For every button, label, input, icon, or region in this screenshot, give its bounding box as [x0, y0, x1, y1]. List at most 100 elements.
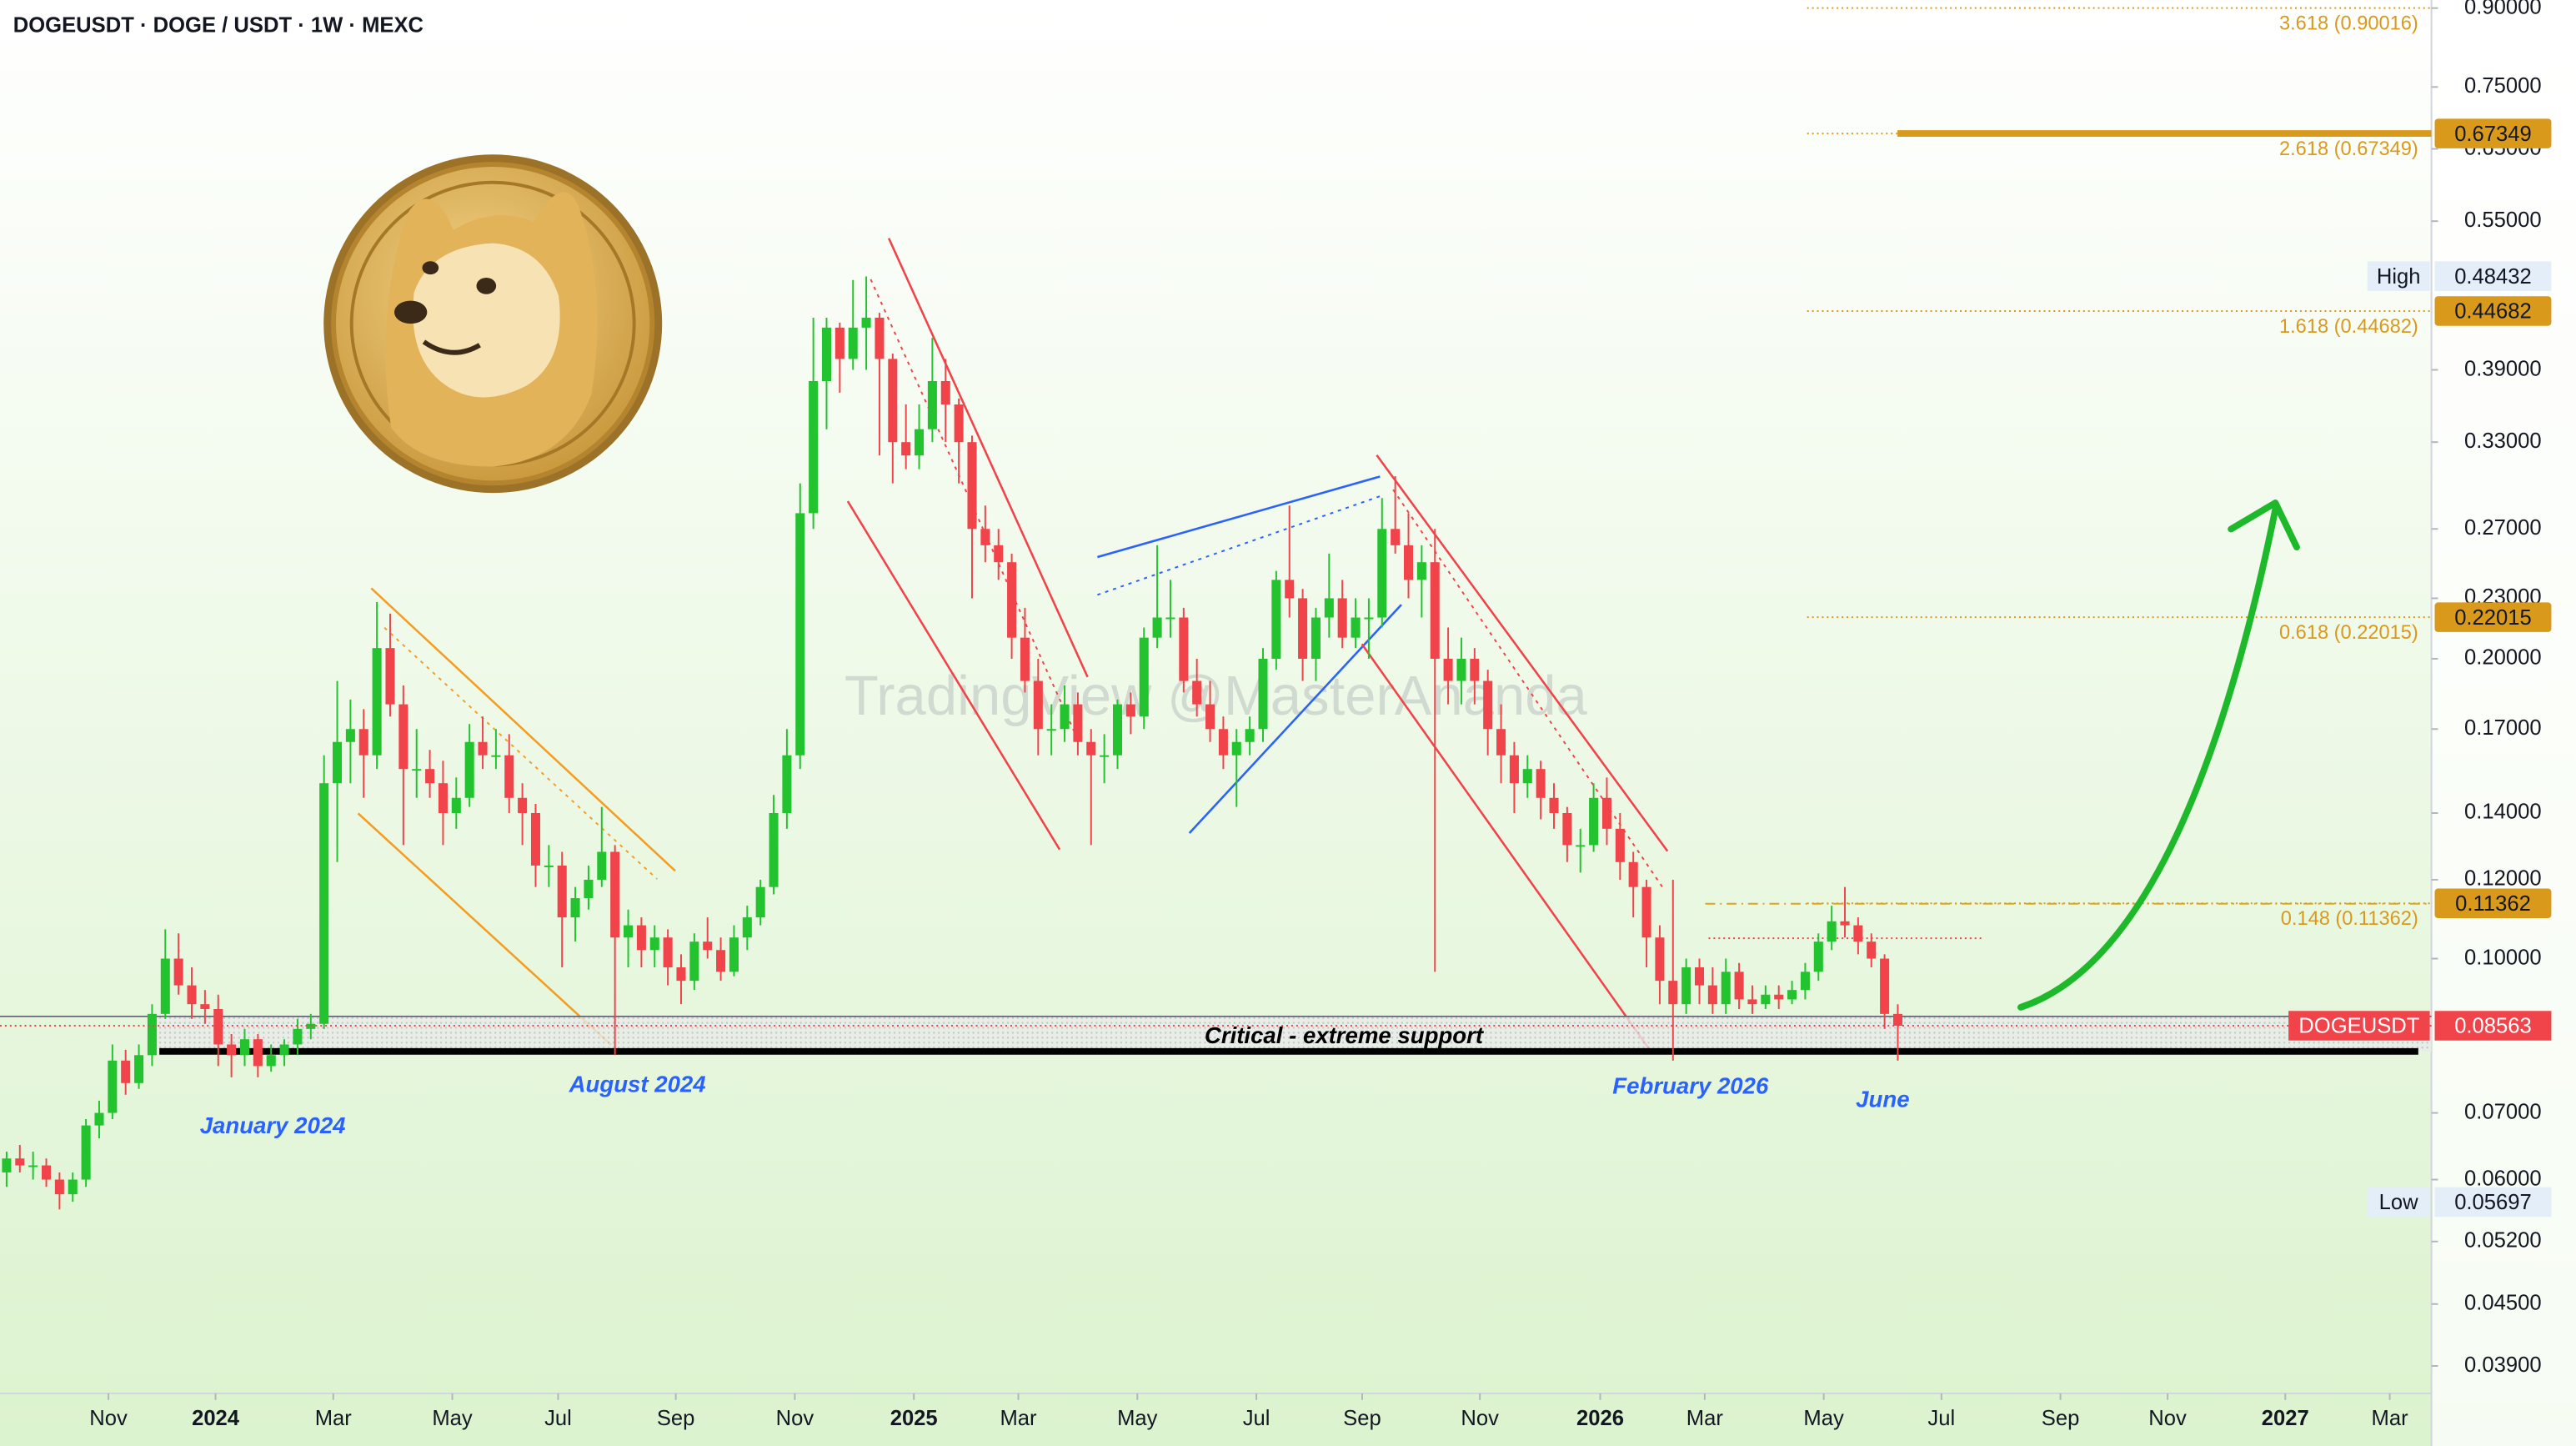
- y-tick-label: 0.20000: [2464, 646, 2542, 670]
- wedge-line: [1188, 604, 1402, 834]
- y-tick-label: 0.33000: [2464, 429, 2542, 453]
- high-tag-label: 0.48432: [2454, 265, 2532, 289]
- forecast-arrowhead: [2228, 500, 2300, 551]
- candle-body: [1536, 769, 1546, 798]
- y-tick-label: 0.10000: [2464, 946, 2542, 969]
- high-tag: [2434, 261, 2552, 291]
- x-tick-label: May: [1117, 1407, 1158, 1430]
- y-tick-label: 0.06000: [2464, 1167, 2542, 1190]
- candle-body: [1192, 680, 1202, 705]
- candle-body: [1707, 985, 1717, 1005]
- candle-body: [530, 812, 541, 866]
- candle-body: [1522, 769, 1532, 784]
- y-tick-label: 0.55000: [2464, 208, 2542, 232]
- fib-tag-label: 0.22015: [2454, 606, 2532, 630]
- candle-body: [1496, 729, 1506, 756]
- candle-body: [782, 755, 792, 813]
- fib-label: 1.618 (0.44682): [2279, 316, 2418, 338]
- channel-line: [1361, 643, 1652, 1052]
- candle-body: [1033, 680, 1043, 730]
- candle-body: [1827, 921, 1837, 942]
- x-tick-label: 2024: [192, 1407, 240, 1430]
- candle-body: [1245, 729, 1255, 742]
- candle-body: [1761, 994, 1771, 1005]
- x-tick-label: 2027: [2262, 1407, 2309, 1430]
- fib-tag-label: 0.11362: [2455, 892, 2531, 916]
- candle-body: [1179, 617, 1189, 681]
- candle-body: [1721, 972, 1731, 1005]
- candle-body: [1218, 729, 1228, 756]
- candle-body: [68, 1179, 78, 1195]
- fib-tag-label: 0.67349: [2454, 123, 2532, 146]
- candle-body: [1100, 755, 1110, 757]
- candle-body: [663, 937, 673, 968]
- fib-tag-label: 0.44682: [2454, 300, 2532, 324]
- candle-body: [755, 886, 765, 918]
- candle-body: [227, 1044, 237, 1056]
- candle-body: [1470, 658, 1480, 681]
- candle-body: [239, 1039, 250, 1056]
- candle-body: [1681, 967, 1691, 1005]
- candle-body: [1403, 545, 1414, 580]
- candle-body: [412, 769, 422, 771]
- candle-body: [1430, 562, 1440, 659]
- x-tick-label: May: [432, 1407, 473, 1430]
- candle-body: [940, 380, 950, 405]
- candle-body: [1112, 704, 1123, 756]
- candle-body: [464, 741, 474, 798]
- candle-body: [81, 1125, 91, 1180]
- candle-body: [584, 879, 594, 899]
- x-tick-label: Nov: [776, 1407, 814, 1430]
- candle-body: [173, 958, 183, 986]
- candle-body: [54, 1179, 64, 1195]
- candle-body: [425, 769, 435, 784]
- candle-body: [1311, 617, 1321, 659]
- candle-body: [1747, 999, 1757, 1005]
- candle-body: [676, 967, 686, 982]
- candle-body: [398, 704, 408, 770]
- candle-body: [1549, 797, 1559, 813]
- candle-body: [1615, 828, 1625, 862]
- candle-body: [15, 1158, 25, 1166]
- candle-body: [1892, 1013, 1902, 1027]
- candle-body: [954, 404, 964, 443]
- symbol-title: DOGEUSDT · DOGE / USDT · 1W · MEXC: [13, 13, 423, 37]
- candle-body: [1813, 941, 1823, 972]
- candle-body: [213, 1008, 223, 1045]
- candle-body: [1060, 704, 1070, 730]
- candle-body: [385, 648, 395, 705]
- candle-body: [28, 1165, 38, 1167]
- candle-body: [1576, 845, 1586, 847]
- x-tick-label: 2026: [1576, 1407, 1624, 1430]
- candle-body: [1165, 617, 1175, 620]
- fib-tag: [2434, 118, 2552, 148]
- fib-tag: [2434, 602, 2552, 632]
- x-tick-label: Nov: [1461, 1407, 1499, 1430]
- candle-body: [147, 1013, 157, 1056]
- candle-body: [1139, 637, 1149, 717]
- channel-line: [370, 587, 676, 872]
- candle-body: [279, 1044, 289, 1056]
- low-tag-label: 0.05697: [2454, 1191, 2532, 1214]
- fib-label: 0.148 (0.11362): [2281, 908, 2418, 930]
- candle-body: [703, 941, 713, 951]
- wedge-line: [1097, 475, 1381, 559]
- candle-body: [200, 1004, 210, 1009]
- y-tick-label: 0.27000: [2464, 516, 2542, 540]
- symbol-tag: [2288, 1011, 2430, 1041]
- x-tick-label: Mar: [2372, 1407, 2409, 1430]
- candle-body: [121, 1060, 131, 1083]
- low-label-box: [2367, 1187, 2430, 1218]
- candle-body: [438, 783, 448, 813]
- candle-body: [478, 741, 488, 756]
- fib-label: 0.618 (0.22015): [2279, 622, 2418, 644]
- candle-body: [451, 797, 461, 813]
- candle-body: [1628, 861, 1638, 887]
- candle-body: [160, 958, 170, 1014]
- candle-body: [1668, 981, 1678, 1005]
- candle-body: [358, 729, 368, 756]
- y-tick-label: 0.75000: [2464, 74, 2542, 98]
- candle-body: [1509, 755, 1519, 784]
- candle-body: [901, 442, 911, 456]
